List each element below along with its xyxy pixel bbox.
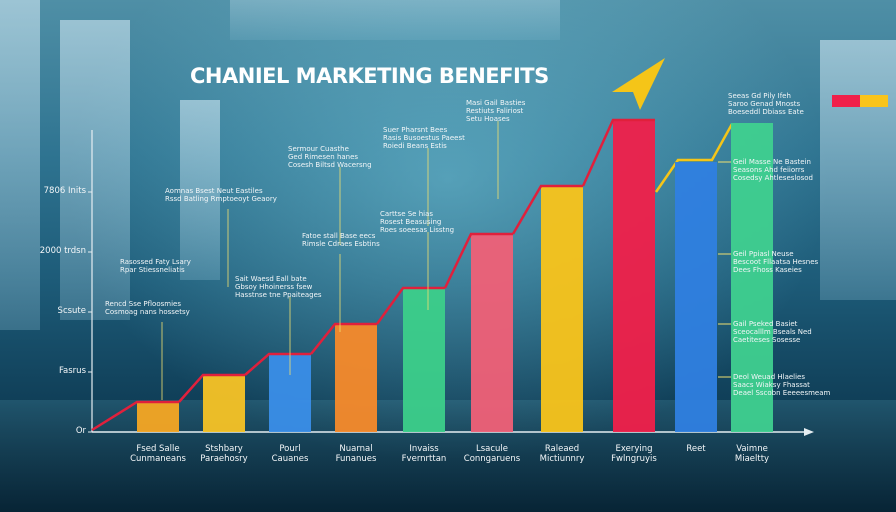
bar: [471, 234, 513, 432]
trend-step: [443, 232, 513, 289]
x-tick-label: Nuarnal Funanues: [335, 444, 377, 464]
y-tick-label: Fasrus: [58, 366, 86, 376]
x-tick-label: Invaiss Fvernrttan: [401, 444, 447, 464]
window: [820, 40, 896, 300]
x-tick-label: Vaimne Miaeltty: [734, 444, 770, 464]
annotation: Deol Weuad Hlaelies Saacs Wiaksy Fhassat…: [733, 373, 831, 397]
annotation: Carttse Se hias Rosest Beasusing Roes so…: [380, 210, 455, 234]
trend-step: [91, 400, 179, 432]
window: [180, 100, 220, 280]
bar: [675, 162, 717, 432]
annotation: Rencd Sse Pfloosmies Cosmoag nans hosset…: [105, 300, 190, 316]
x-tick-label: Lsacule Conngaruens: [463, 444, 521, 464]
x-tick-label: Pourl Cauanes: [271, 444, 309, 464]
y-tick-label: Or: [75, 426, 86, 436]
legend-chip: [832, 95, 860, 107]
legend-chip: [860, 95, 888, 107]
trend-step: [178, 373, 245, 403]
x-tick-label: Raleaed Mictiunnry: [539, 444, 585, 464]
annotation: Rasossed Faty Lsary Rpar Stiessneliatis: [120, 258, 191, 274]
annotation: Sermour Cuasthe Ged Rimesen hanes Cosesh…: [288, 145, 372, 169]
trend-line: [654, 123, 734, 193]
annotation: Masi Gail Basties Restiuts Faliriost Set…: [466, 99, 526, 123]
x-tick-label: Exerying Fwlngruyis: [611, 444, 657, 464]
bar: [203, 375, 245, 432]
bar: [403, 288, 445, 432]
chart-title: CHANIEL MARKETING BENEFITS: [190, 64, 549, 88]
annotation: Seeas Gd Pily Ifeh Saroo Genad Mnosts Bo…: [728, 92, 804, 116]
trend-step: [310, 322, 377, 355]
window: [60, 20, 130, 320]
x-tick-label: Reet: [686, 444, 706, 454]
x-tick-label: Fsed Salle Cunmaneans: [130, 444, 186, 464]
y-tick-label: Scsute: [57, 306, 86, 316]
annotation: Geil Masse Ne Bastein Seasons Ahd feiior…: [733, 158, 814, 182]
bar: [137, 402, 179, 432]
bar: [335, 324, 377, 432]
trend-step: [244, 352, 311, 376]
window: [0, 0, 40, 330]
annotation: Geil Ppiasl Neuse Bescoot Fllaatsa Hesne…: [733, 250, 819, 274]
bar: [613, 120, 655, 432]
trend-step: [375, 286, 445, 325]
annotation: Gail Pseked Basiet Sceocalllm Bseals Ned…: [733, 320, 812, 344]
trend-step: [581, 118, 655, 187]
annotation: Aomnas Bsest Neut Eastiles Rssd Batling …: [165, 187, 277, 203]
y-tick-label: 2000 trdsn: [39, 246, 86, 256]
bar: [731, 123, 773, 432]
ceiling-light: [230, 0, 560, 40]
annotation: Sait Waesd Eall bate Gbsoy Hhoinerss fse…: [235, 275, 322, 299]
bar: [541, 186, 583, 432]
y-tick-label: 7806 Inits: [43, 186, 86, 196]
annotation: Suer Pharsnt Bees Rasis Busoestus Paeest…: [383, 126, 465, 150]
axis-arrow: [804, 428, 814, 436]
annotation: Fatoe stall Base eecs Rimsle Cdraes Esbt…: [302, 232, 380, 248]
trend-step: [511, 184, 583, 235]
arrow-icon: [612, 58, 665, 110]
x-tick-label: Stshbary Paraehosry: [200, 444, 248, 464]
